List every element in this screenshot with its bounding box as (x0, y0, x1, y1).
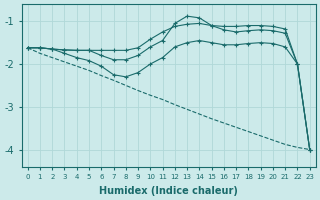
X-axis label: Humidex (Indice chaleur): Humidex (Indice chaleur) (99, 186, 238, 196)
